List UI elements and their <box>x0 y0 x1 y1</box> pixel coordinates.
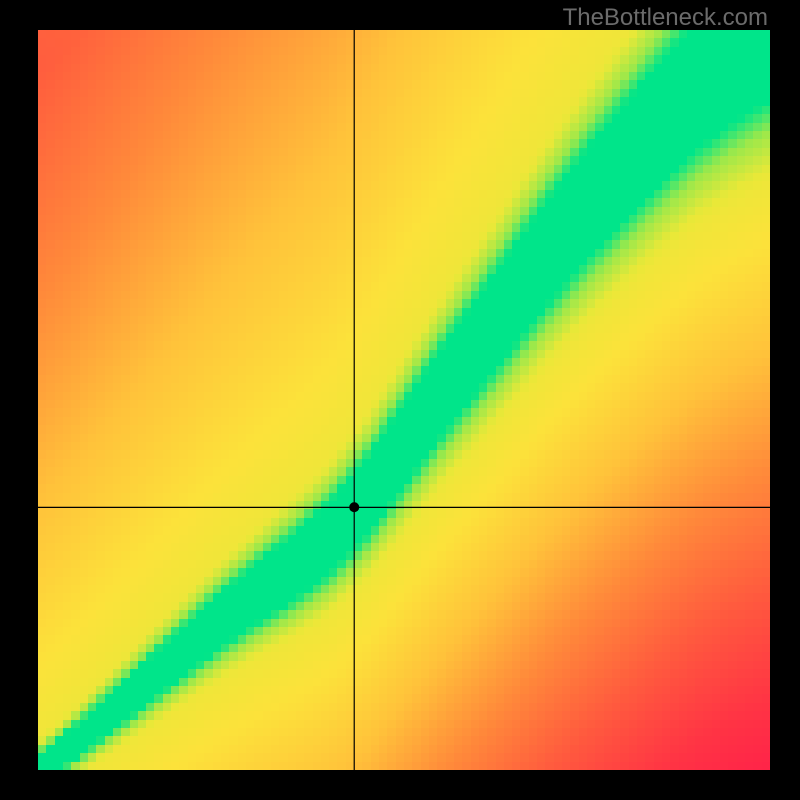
bottleneck-heatmap <box>0 0 800 800</box>
chart-container: TheBottleneck.com <box>0 0 800 800</box>
watermark-text: TheBottleneck.com <box>563 4 768 32</box>
